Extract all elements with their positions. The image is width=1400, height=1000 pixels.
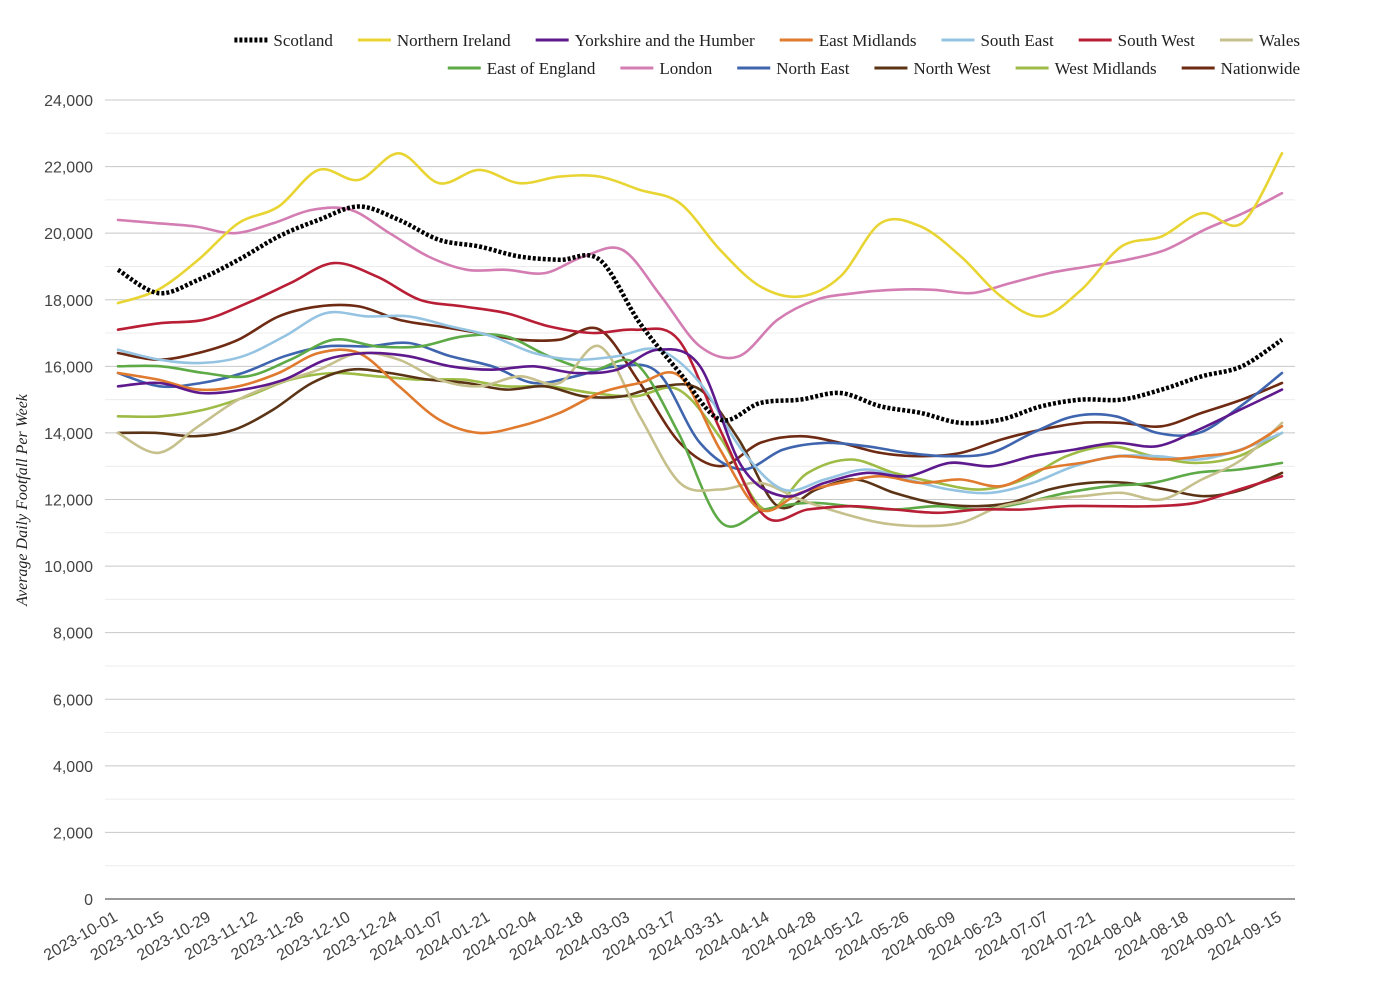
legend-item-north-west: North West: [874, 59, 991, 78]
legend-item-east-of-england: East of England: [447, 59, 596, 78]
legend-label: North West: [913, 59, 990, 78]
series-line-yorkshire-and-the-humber: [116, 348, 1284, 498]
legend-label: London: [659, 59, 712, 78]
series-line-east-midlands: [116, 348, 1284, 513]
series-line-wales: [116, 344, 1284, 528]
chart-gridlines: [105, 99, 1295, 900]
series-line-london: [116, 191, 1284, 360]
legend-label: West Midlands: [1055, 59, 1157, 78]
y-tick-label: 2,000: [53, 825, 93, 842]
series-line-northern-ireland: [116, 151, 1284, 318]
y-tick-label: 20,000: [44, 226, 93, 243]
legend-label: South West: [1118, 31, 1195, 50]
y-tick-label: 18,000: [44, 293, 93, 310]
y-tick-label: 8,000: [53, 626, 93, 643]
y-tick-label: 16,000: [44, 359, 93, 376]
y-tick-label: 14,000: [44, 426, 93, 443]
legend-item-yorkshire-and-the-humber: Yorkshire and the Humber: [535, 31, 755, 50]
legend-item-wales: Wales: [1219, 31, 1300, 50]
y-tick-label: 22,000: [44, 160, 93, 177]
legend-item-northern-ireland: Northern Ireland: [357, 31, 511, 50]
y-axis-label: Average Daily Footfall Per Week: [14, 393, 31, 607]
legend-item-south-east: South East: [941, 31, 1054, 50]
legend-label: North East: [776, 59, 849, 78]
legend-label: East Midlands: [819, 31, 917, 50]
legend-item-nationwide: Nationwide: [1181, 59, 1300, 78]
y-tick-label: 24,000: [44, 93, 93, 110]
y-tick-label: 10,000: [44, 559, 93, 576]
legend-label: Nationwide: [1221, 59, 1300, 78]
legend-item-east-midlands: East Midlands: [779, 31, 917, 50]
legend-item-north-east: North East: [737, 59, 850, 78]
legend-label: Northern Ireland: [397, 31, 511, 50]
legend-label: Scotland: [273, 31, 333, 50]
series-line-east-of-england: [116, 333, 1284, 528]
series-line-nationwide: [116, 303, 1284, 468]
legend-label: East of England: [487, 59, 596, 78]
legend-item-scotland: Scotland: [234, 31, 333, 50]
y-tick-label: 0: [84, 892, 93, 909]
chart-legend: Scotland Northern Ireland Yorkshire and th…: [234, 31, 1300, 78]
legend-item-london: London: [620, 59, 713, 78]
legend-label: South East: [980, 31, 1053, 50]
chart-series: [116, 151, 1284, 528]
legend-label: Wales: [1259, 31, 1300, 50]
y-tick-label: 4,000: [53, 759, 93, 776]
series-line-south-west: [116, 261, 1284, 522]
y-tick-label: 6,000: [53, 692, 93, 709]
legend-item-west-midlands: West Midlands: [1015, 59, 1157, 78]
y-axis: 0 2,000 4,000 6,000 8,000 10,000 12,000 14,000 1…: [44, 93, 93, 909]
legend-item-south-west: South West: [1078, 31, 1195, 50]
series-line-north-east: [116, 341, 1284, 471]
legend-label: Yorkshire and the Humber: [575, 31, 755, 50]
series-line-north-west: [116, 367, 1284, 510]
y-tick-label: 12,000: [44, 493, 93, 510]
series-line-west-midlands: [116, 371, 1284, 512]
x-axis: 2023-10-012023-10-152023-10-292023-11-12…: [41, 909, 1284, 965]
